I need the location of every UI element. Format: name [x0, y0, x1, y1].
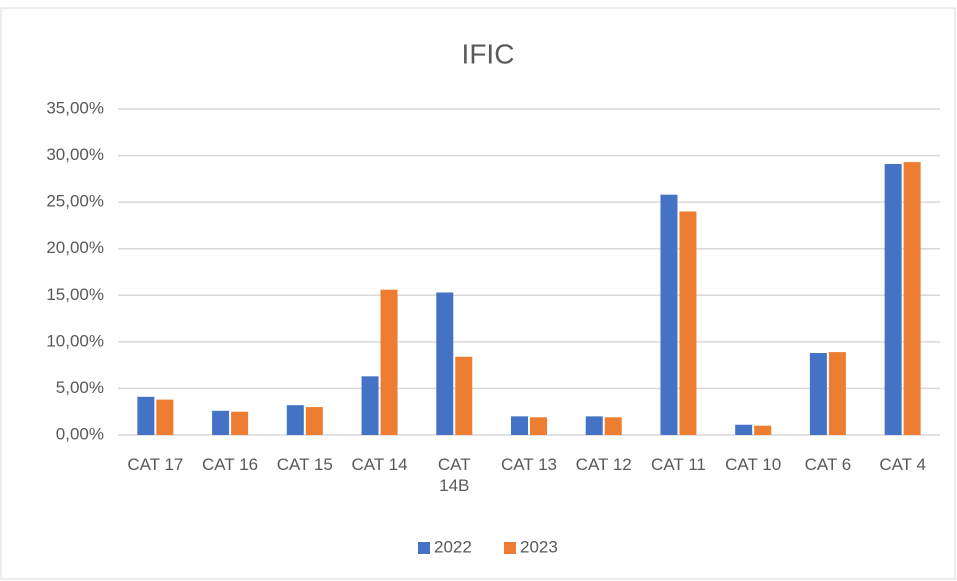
bar — [660, 194, 678, 435]
bar — [754, 425, 772, 435]
bar — [156, 399, 174, 435]
bar — [530, 417, 547, 435]
bar — [511, 416, 528, 435]
y-tick-label: 5,00% — [56, 378, 104, 397]
chart-frame — [0, 7, 956, 580]
y-tick-label: 25,00% — [46, 192, 104, 211]
y-tick-label: 35,00% — [46, 98, 104, 117]
bar — [212, 410, 230, 435]
x-tick-label: CAT 17 — [127, 455, 184, 474]
y-tick-label: 10,00% — [46, 331, 104, 350]
bar — [286, 405, 304, 435]
x-tick-label: CAT 15 — [276, 455, 333, 474]
bar — [604, 417, 622, 435]
y-tick-label: 30,00% — [46, 145, 104, 164]
chart-title: IFIC — [462, 38, 515, 69]
bar — [735, 424, 753, 435]
x-tick-label: CAT 14B — [437, 455, 471, 495]
y-tick-label: 0,00% — [56, 424, 104, 443]
x-tick-label: CAT 4 — [879, 455, 926, 474]
x-tick-label: CAT 16 — [202, 455, 259, 474]
y-tick-label: 20,00% — [46, 238, 104, 257]
x-tick-label: CAT 14 — [351, 455, 408, 474]
bar — [380, 289, 398, 435]
bar — [585, 416, 603, 435]
legend-swatch — [418, 542, 430, 554]
bar — [884, 163, 902, 435]
x-tick-label: CAT 10 — [725, 455, 782, 474]
x-tick-label: CAT 11 — [651, 455, 706, 474]
bar — [828, 352, 846, 435]
bar — [305, 407, 323, 435]
bar — [231, 411, 249, 435]
x-tick-label: CAT 12 — [575, 455, 632, 474]
legend-label: 2022 — [434, 537, 472, 556]
bar — [137, 396, 155, 435]
legend-swatch — [504, 542, 516, 554]
x-tick-label: CAT 6 — [804, 455, 852, 474]
bar — [679, 211, 697, 435]
bar — [361, 376, 379, 435]
bar — [809, 353, 827, 435]
legend-label: 2023 — [520, 537, 558, 556]
x-tick-label: CAT 13 — [500, 455, 558, 474]
y-tick-label: 15,00% — [46, 285, 104, 304]
bar — [436, 292, 454, 435]
bar — [455, 356, 473, 435]
bar — [903, 162, 921, 435]
